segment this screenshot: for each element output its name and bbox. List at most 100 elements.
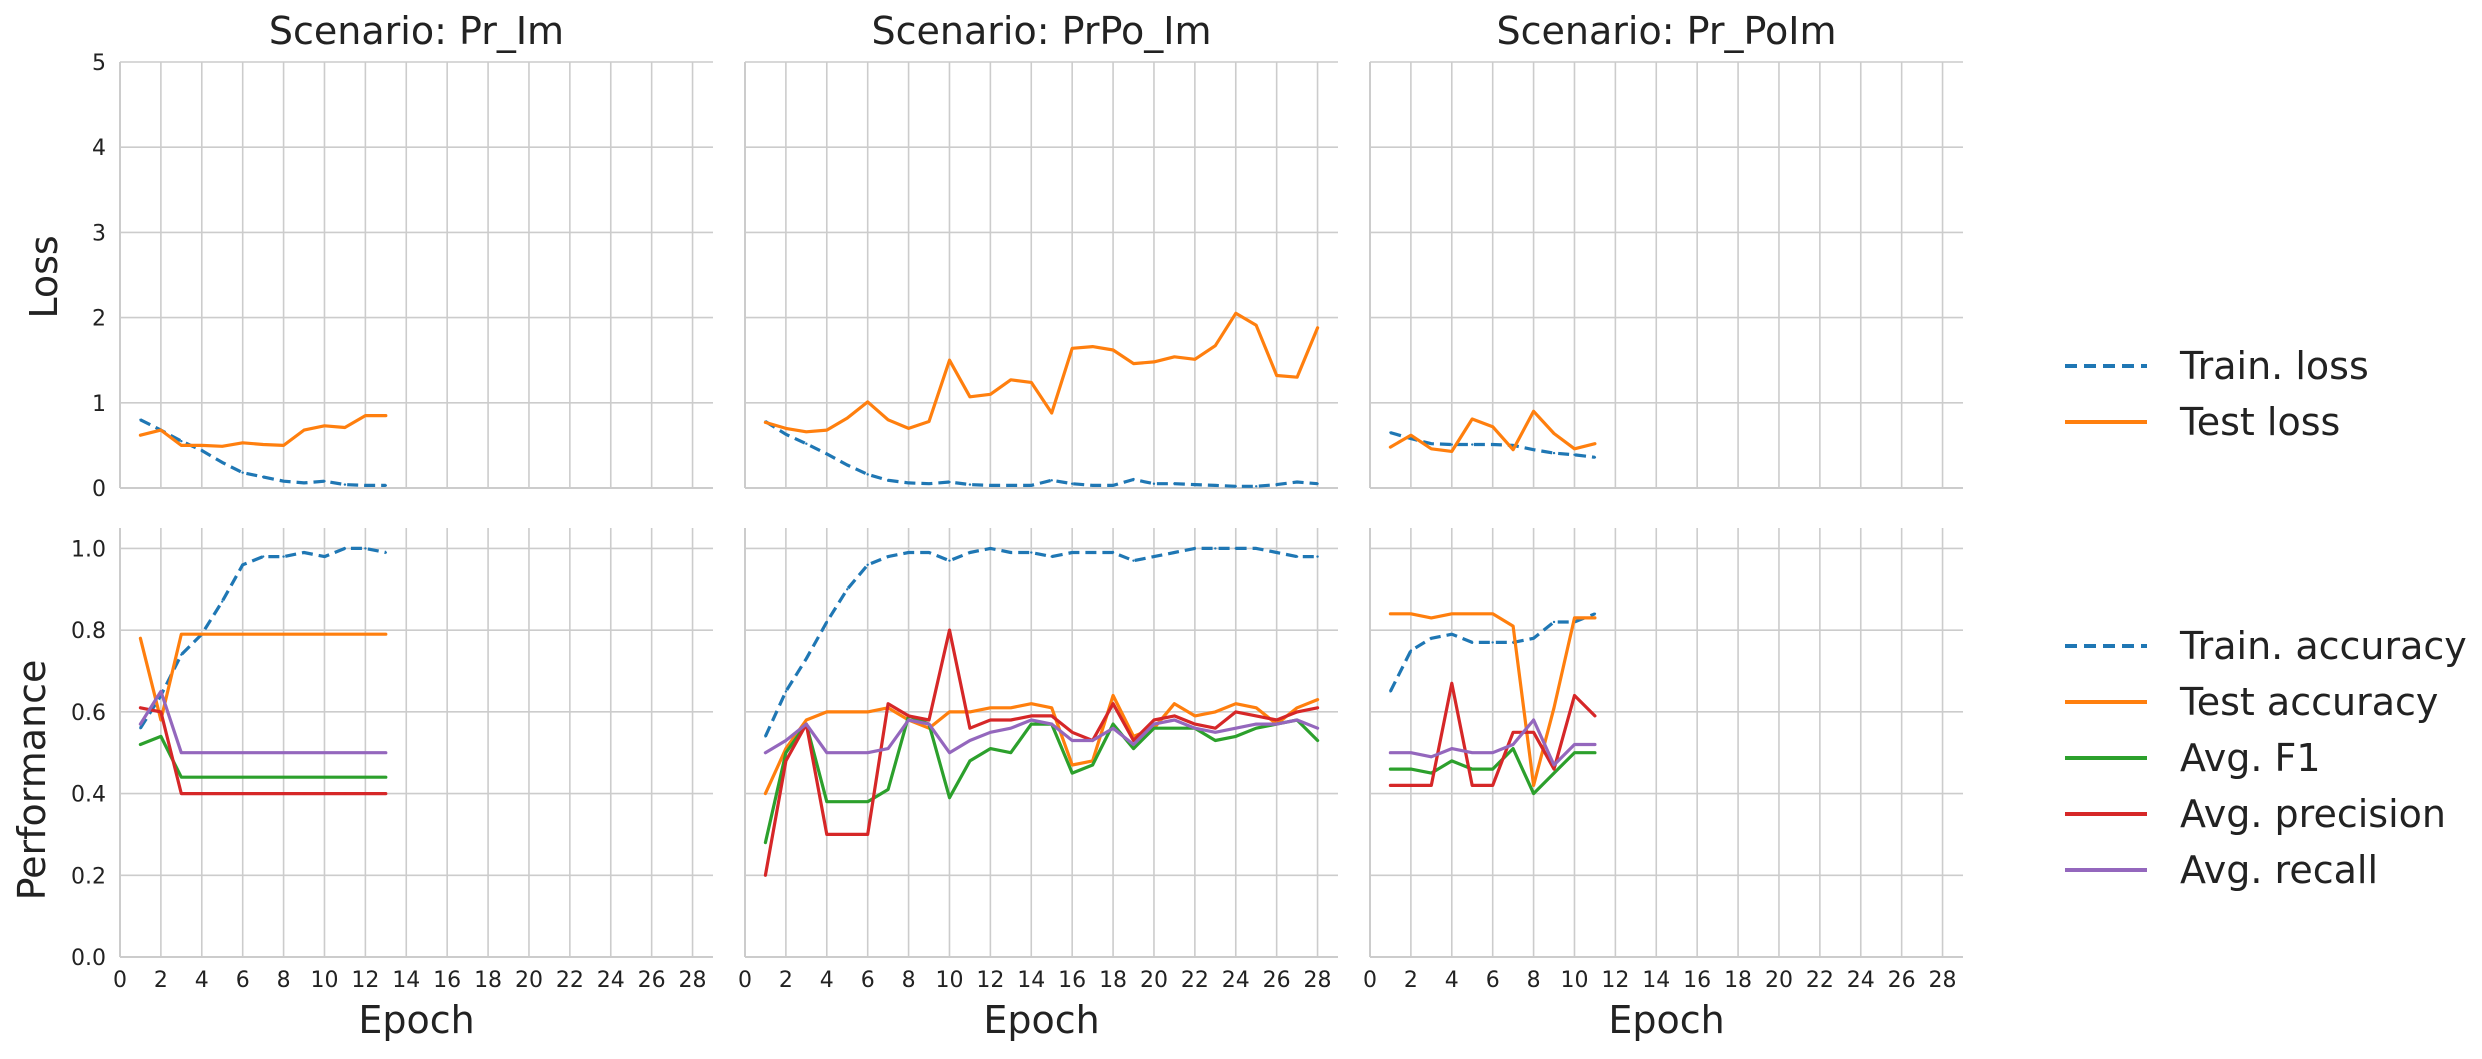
data-point-test-accuracy [1450,612,1453,615]
data-point-avg-f1 [764,841,767,844]
data-point-test-loss [805,430,808,433]
data-point-avg-f1 [1234,735,1237,738]
data-point-avg-recall [1030,718,1033,722]
data-point-avg-f1 [1491,767,1494,771]
data-point-avg-recall [1389,751,1392,754]
x-tick-label: 0 [738,968,752,993]
x-tick-label: 22 [1181,968,1209,993]
x-tick-label: 22 [556,968,584,993]
x-tick-label: 24 [597,968,625,993]
data-point-avg-recall [180,751,183,754]
data-point-test-loss [1132,362,1135,365]
data-point-train-accuracy [989,547,992,550]
data-point-train-loss [302,481,306,485]
data-point-avg-recall [1409,751,1413,754]
data-point-test-loss [1295,376,1299,379]
data-point-avg-f1 [384,776,388,779]
data-point-train-loss [323,479,326,483]
data-point-avg-precision [1255,714,1258,718]
data-point-avg-f1 [1214,739,1217,742]
data-point-test-accuracy [1173,702,1176,705]
data-point-test-accuracy [1511,624,1515,628]
data-point-train-accuracy [241,563,244,566]
data-point-test-accuracy [1255,706,1258,709]
legend-label: Test loss [2179,400,2340,444]
legend-label: Avg. precision [2180,792,2446,836]
data-point-train-accuracy [323,555,326,558]
data-point-avg-f1 [825,800,828,803]
data-point-avg-precision [764,874,767,877]
data-point-train-loss [1450,443,1453,446]
data-point-test-accuracy [1532,784,1535,787]
x-tick-label: 18 [1724,968,1752,993]
data-point-avg-recall [200,751,203,754]
x-tick-label: 2 [779,968,793,993]
series-line-test-accuracy [138,632,388,722]
data-point-avg-f1 [866,800,869,803]
data-point-avg-f1 [1573,751,1576,754]
data-point-avg-f1 [1316,739,1319,742]
data-point-avg-recall [159,690,163,693]
y-tick-label: 1.0 [71,537,106,562]
data-point-train-loss [989,484,992,487]
panel-loss-2: Scenario: PrPo_Im [744,9,1338,489]
data-point-train-accuracy [221,600,224,603]
data-point-train-loss [784,433,788,436]
y-tick-label: 0 [92,477,106,502]
data-point-avg-precision [364,792,367,795]
data-point-avg-recall [1173,718,1176,722]
data-point-train-accuracy [1091,551,1094,554]
data-point-avg-recall [1275,722,1278,726]
data-point-avg-precision [323,792,326,795]
data-point-train-loss [1295,480,1299,484]
data-point-avg-recall [261,751,265,754]
data-point-avg-recall [1430,755,1433,758]
data-point-train-accuracy [886,555,890,558]
data-point-train-accuracy [1070,551,1074,554]
data-point-train-accuracy [1389,690,1392,693]
panel-title: Scenario: Pr_PoIm [1497,9,1837,53]
x-tick-label: 6 [236,968,250,993]
data-point-avg-precision [825,833,828,836]
data-point-avg-f1 [1532,792,1535,795]
series-line-test-loss [138,414,388,448]
data-point-avg-recall [1111,727,1115,730]
data-point-avg-recall [1152,722,1156,726]
data-point-train-loss [1132,478,1135,481]
data-point-avg-f1 [1111,722,1115,726]
data-point-avg-recall [302,751,306,754]
data-point-avg-f1 [1173,727,1176,730]
data-point-test-loss [846,416,849,420]
row-label-loss: Loss [22,235,66,318]
data-point-train-accuracy [1234,547,1237,550]
data-point-train-loss [866,473,869,476]
data-point-avg-f1 [1009,751,1013,754]
data-point-avg-precision [302,792,306,795]
data-point-avg-precision [139,706,142,709]
x-tick-label: 12 [351,968,379,993]
data-point-test-accuracy [1070,763,1074,767]
data-point-avg-recall [1316,727,1319,730]
data-point-avg-precision [1132,739,1135,742]
data-point-avg-precision [1573,694,1576,697]
legend-label: Avg. recall [2180,848,2378,892]
x-tick-label: 14 [392,968,420,993]
data-point-avg-precision [180,792,183,795]
y-tick-label: 0.0 [71,946,106,971]
data-point-test-accuracy [261,633,265,636]
data-point-train-accuracy [1316,555,1319,558]
data-point-train-accuracy [1409,649,1413,652]
x-tick-label: 26 [1888,968,1916,993]
data-point-avg-recall [364,751,367,754]
data-point-test-loss [1030,381,1033,384]
legend-label: Train. accuracy [2179,624,2467,668]
data-point-avg-f1 [180,776,183,779]
data-point-avg-precision [1389,784,1392,787]
data-point-test-loss [241,441,244,445]
panel-loss-3: Scenario: Pr_PoIm [1369,9,1963,489]
data-point-train-accuracy [927,551,931,554]
x-tick-label: 20 [1765,968,1793,993]
data-point-avg-f1 [989,747,992,750]
